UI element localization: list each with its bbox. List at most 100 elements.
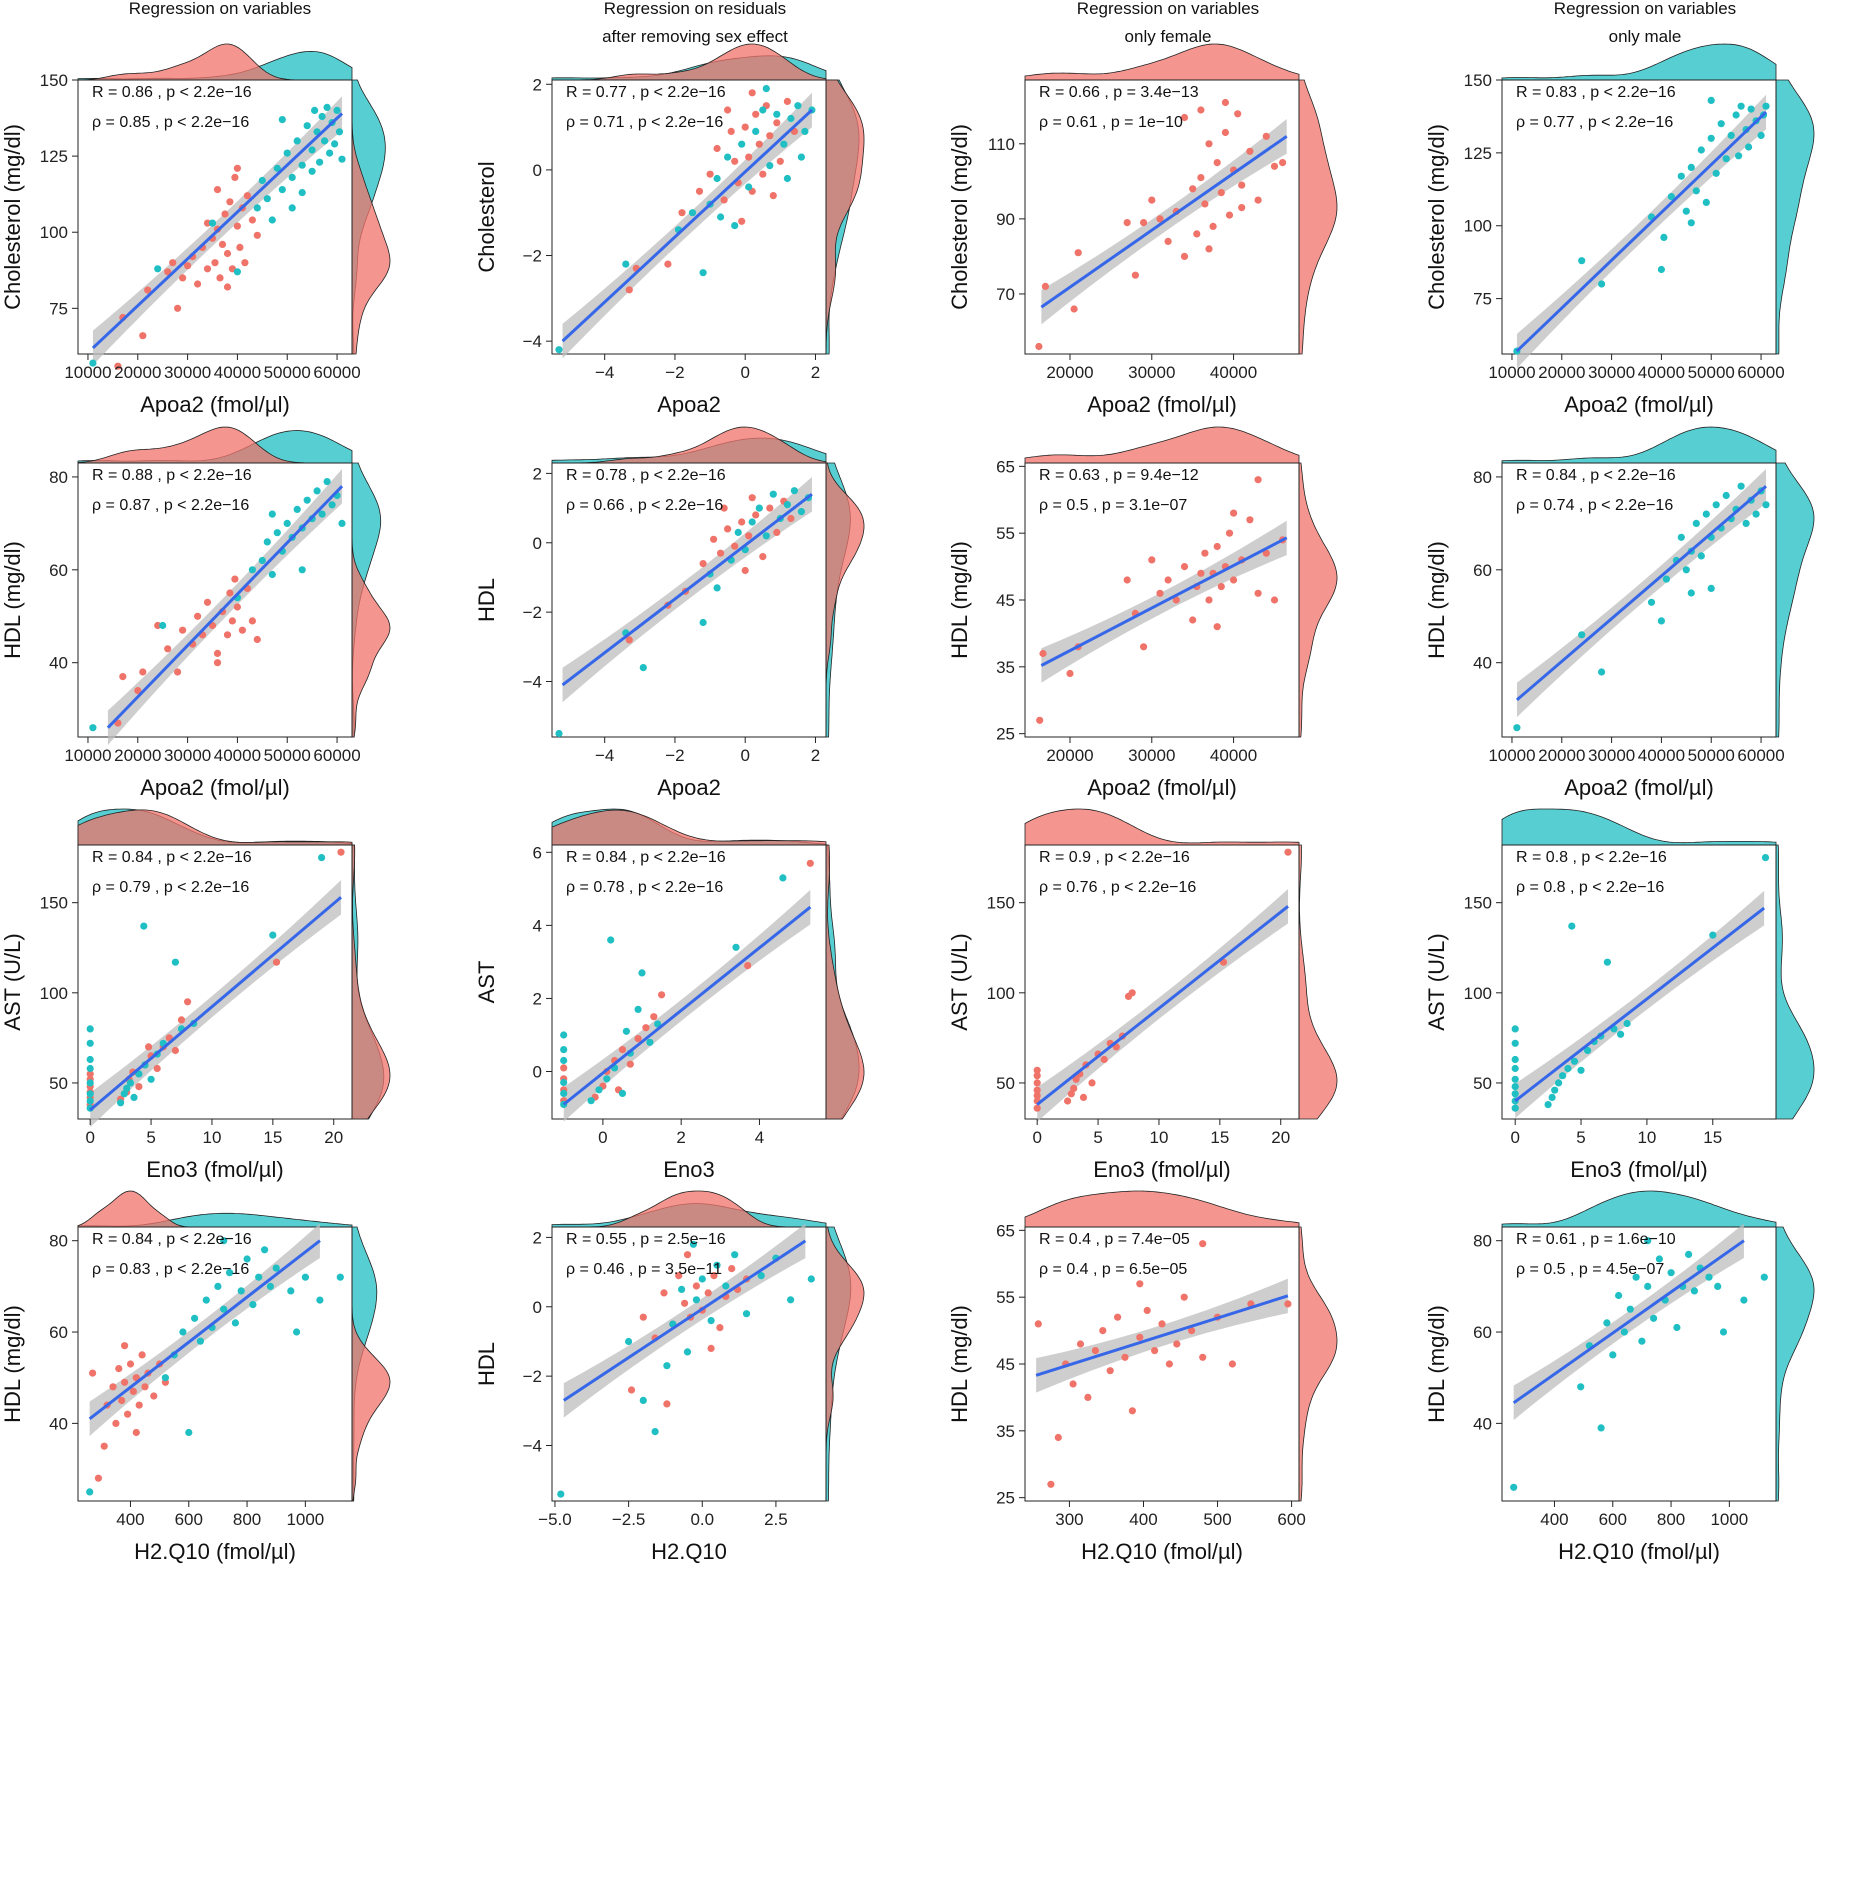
point-female <box>1033 1072 1041 1080</box>
regression-line <box>91 112 344 350</box>
point-female <box>1197 569 1205 577</box>
x-tick-label: 1000 <box>1710 1510 1748 1529</box>
y-tick-label: 50 <box>1473 1074 1492 1093</box>
point-female <box>681 1299 689 1307</box>
panel-r2c1: R = 0.88 , p < 2.2e−16 ρ = 0.87 , p < 2.2… <box>0 426 391 800</box>
regression-line <box>561 108 813 343</box>
regression-line <box>88 1239 321 1420</box>
point-male <box>86 1025 94 1033</box>
point-female <box>707 1344 715 1352</box>
point-female <box>639 1313 647 1321</box>
point-male <box>707 1317 715 1325</box>
regression-line <box>1040 536 1288 667</box>
panel-r4c3: R = 0.4 , p = 7.4e−05 ρ = 0.4 , p = 6.5e−… <box>947 1190 1338 1564</box>
point-female <box>618 1046 627 1054</box>
x-tick-label: 15 <box>1210 1128 1229 1147</box>
x-tick-label: 600 <box>1277 1510 1305 1529</box>
x-axis-title: Eno3 (fmol/µl) <box>1093 1157 1230 1182</box>
point-male <box>233 268 241 276</box>
regression-line <box>1040 135 1288 309</box>
point-male <box>717 213 725 221</box>
point-male <box>318 854 326 862</box>
density-right-female <box>825 844 865 1120</box>
point-female <box>216 274 224 282</box>
x-tick-label: 60000 <box>313 363 360 382</box>
point-male <box>688 209 697 217</box>
x-axis-title: Eno3 (fmol/µl) <box>146 1157 283 1182</box>
point-male <box>179 1328 187 1336</box>
y-axis-title: AST <box>474 961 499 1004</box>
point-female <box>1064 1097 1072 1105</box>
point-female <box>174 668 182 676</box>
point-female <box>724 525 732 533</box>
panel-r2c4: R = 0.84 , p < 2.2e−16 ρ = 0.74 , p < 2.2… <box>1424 426 1815 800</box>
point-male <box>1660 233 1668 241</box>
point-male <box>171 958 179 966</box>
point-male <box>1510 1483 1518 1491</box>
point-male <box>639 664 647 672</box>
point-female <box>1254 476 1262 484</box>
x-tick-label: 20000 <box>114 363 161 382</box>
point-male <box>1655 1255 1663 1263</box>
point-male <box>1511 1039 1519 1047</box>
point-female <box>663 1400 671 1408</box>
point-female <box>228 617 236 625</box>
x-tick-label: 20000 <box>1538 363 1585 382</box>
point-female <box>1230 509 1238 517</box>
point-female <box>1091 1347 1099 1355</box>
stat-label: ρ = 0.5 , p = 4.5e−07 <box>1516 1261 1664 1278</box>
point-male <box>1511 1083 1519 1091</box>
point-male <box>311 106 319 114</box>
point-female <box>1180 113 1189 122</box>
point-male <box>1687 589 1695 597</box>
point-male <box>1677 533 1685 541</box>
x-tick-label: 50000 <box>264 363 311 382</box>
point-female <box>664 260 672 268</box>
point-female <box>231 173 239 181</box>
point-female <box>642 1024 650 1032</box>
point-male <box>734 528 742 537</box>
point-female <box>1238 181 1246 189</box>
density-right-male <box>1775 844 1815 1120</box>
point-female <box>1156 215 1164 223</box>
y-tick-label: 40 <box>1473 654 1492 673</box>
point-female <box>748 494 756 502</box>
point-female <box>720 504 728 512</box>
regression-line <box>1515 485 1768 701</box>
point-female <box>627 1386 636 1394</box>
point-male <box>288 204 296 212</box>
point-female <box>126 1360 135 1368</box>
point-male <box>120 1090 128 1098</box>
point-male <box>783 174 792 183</box>
stat-label: ρ = 0.74 , p < 2.2e−16 <box>1516 497 1673 514</box>
point-female <box>233 603 241 611</box>
point-male <box>1690 1287 1698 1295</box>
point-female <box>1173 1340 1181 1348</box>
point-female <box>1035 342 1043 351</box>
x-axis-title: Apoa2 (fmol/µl) <box>140 775 290 800</box>
point-male <box>226 1269 234 1277</box>
point-female <box>135 1401 143 1409</box>
point-female <box>233 164 241 172</box>
point-female <box>1189 616 1197 624</box>
stat-label: R = 0.77 , p < 2.2e−16 <box>566 84 726 101</box>
regression-line <box>89 896 343 1112</box>
point-male <box>237 1287 245 1295</box>
point-female <box>1270 596 1279 604</box>
x-tick-label: 60000 <box>1737 363 1784 382</box>
y-tick-label: 65 <box>996 1221 1015 1240</box>
point-male <box>683 1348 692 1356</box>
point-male <box>762 532 770 540</box>
stat-label: R = 0.9 , p < 2.2e−16 <box>1039 849 1190 866</box>
point-male <box>269 931 277 939</box>
y-axis-title: HDL <box>474 1342 499 1386</box>
point-female <box>783 97 792 105</box>
point-male <box>1644 1282 1652 1290</box>
stat-label: ρ = 0.77 , p < 2.2e−16 <box>1516 114 1673 131</box>
point-female <box>1131 271 1139 279</box>
point-male <box>1626 1305 1634 1313</box>
point-male <box>1747 105 1755 113</box>
point-female <box>1199 1240 1207 1248</box>
y-tick-label: 60 <box>49 561 68 580</box>
panels: R = 0.86 , p < 2.2e−16 ρ = 0.85 , p < 2.2… <box>0 43 1815 1564</box>
